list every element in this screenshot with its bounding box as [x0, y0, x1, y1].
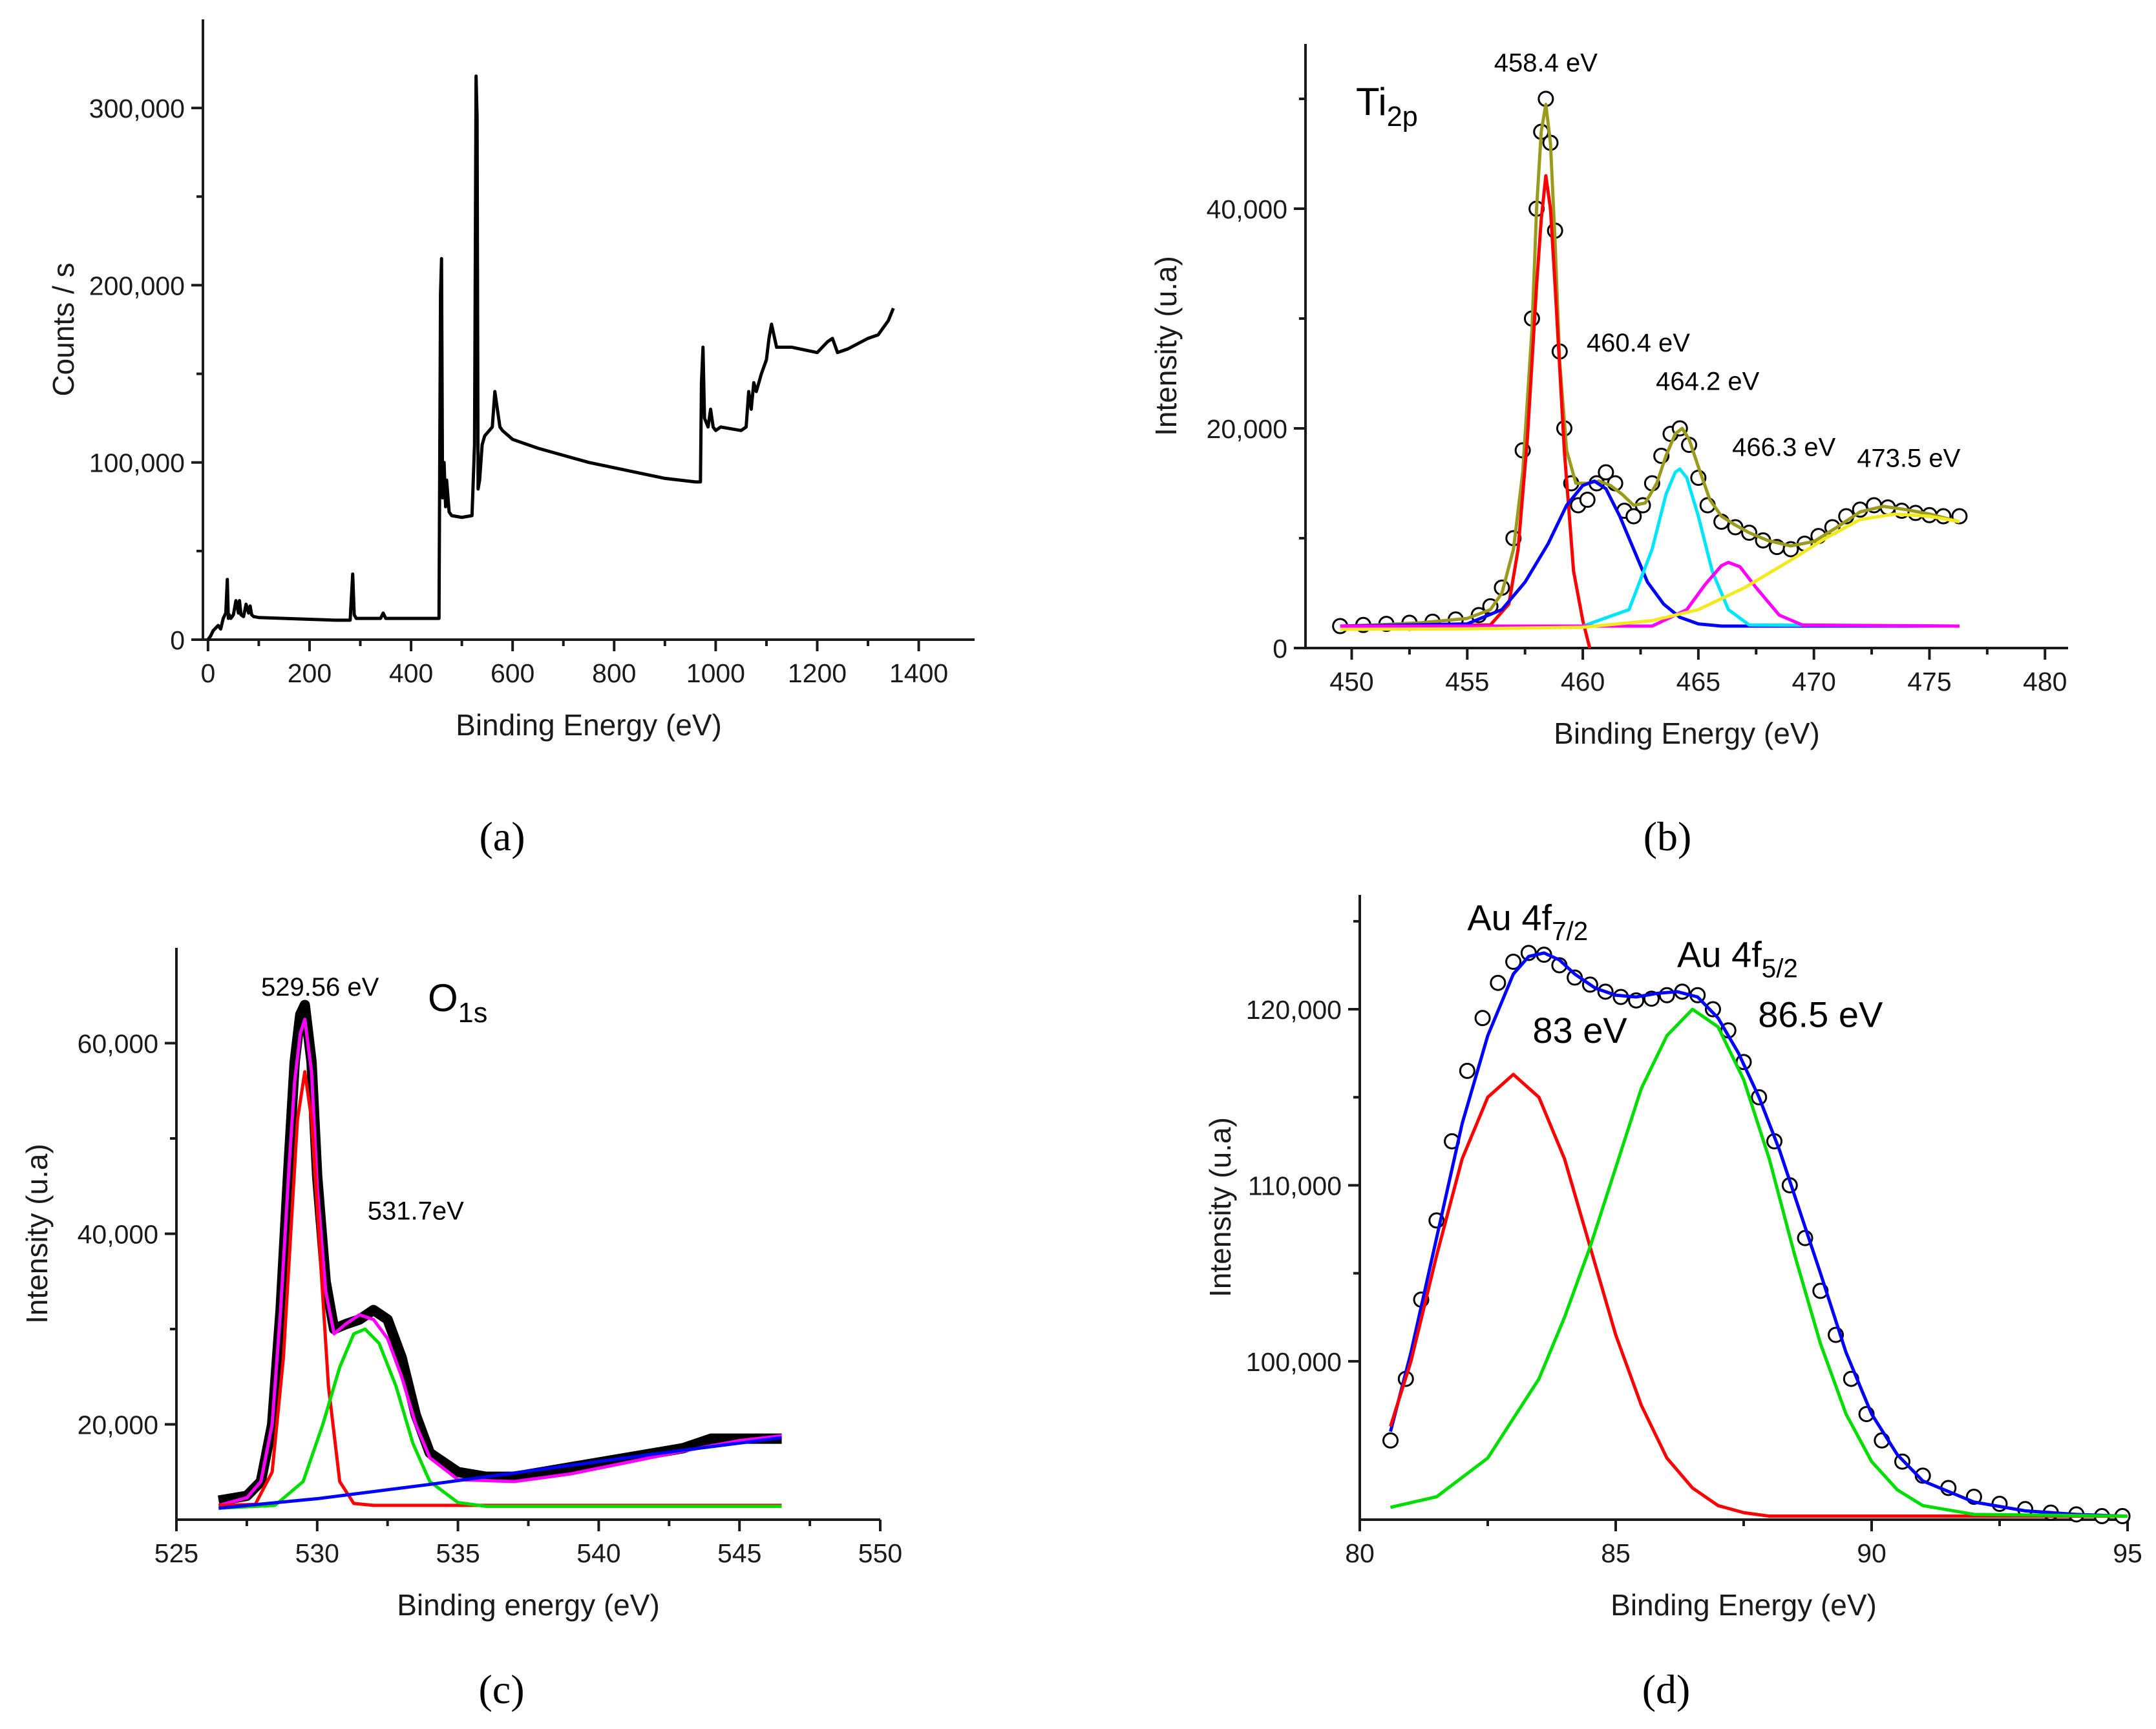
- y-axis-label: Intensity (u.a): [1203, 1117, 1237, 1297]
- spectrum-title-subscript: 2p: [1387, 101, 1418, 132]
- y-tick-label: 40,000: [1207, 194, 1287, 224]
- x-tick-label: 450: [1329, 667, 1373, 697]
- x-axis-label: Binding Energy (eV): [1611, 1588, 1877, 1622]
- y-axis-label: Counts / s: [47, 262, 80, 396]
- x-tick-label: 525: [154, 1538, 198, 1568]
- x-axis-label: Binding Energy (eV): [1554, 717, 1820, 750]
- peak-annotation: 86.5 eV: [1758, 994, 1883, 1034]
- peak-title: Au 4f7/2: [1467, 897, 1588, 946]
- x-tick-label: 1200: [788, 658, 847, 688]
- y-tick-label: 40,000: [78, 1220, 158, 1250]
- y-axis-label: Intensity (u.a): [20, 1144, 54, 1324]
- y-tick-label: 300,000: [89, 94, 185, 123]
- x-tick-label: 535: [436, 1538, 480, 1568]
- x-tick-label: 80: [1345, 1538, 1375, 1568]
- x-tick-label: 1000: [686, 658, 745, 688]
- data-point-experimental: [1459, 1062, 1475, 1079]
- series-peak-464.2-line: [1340, 467, 1960, 628]
- data-point-experimental: [1382, 1432, 1399, 1449]
- survey-spectrum-panel: 0 200 400 600 800 1000 1200 1400 0 100,000 200,000…: [47, 19, 975, 859]
- series-envelope-line: [1340, 103, 1960, 628]
- data-point-experimental: [1474, 1010, 1491, 1027]
- y-tick-label: 20,000: [78, 1410, 158, 1440]
- y-tick-label: 110,000: [1248, 1171, 1342, 1200]
- x-tick-label: 90: [1857, 1538, 1886, 1568]
- peak-title-main: Au 4f: [1677, 934, 1762, 975]
- spectrum-title: O1s: [428, 976, 487, 1029]
- spectrum-title-subscript: 1s: [458, 998, 488, 1029]
- data-point-experimental: [1490, 974, 1506, 991]
- x-tick-label: 530: [295, 1538, 339, 1568]
- x-tick-label: 480: [2023, 667, 2067, 697]
- x-axis-label: Binding energy (eV): [397, 1588, 660, 1622]
- x-tick-label: 465: [1676, 667, 1720, 697]
- peak-annotation: 473.5 eV: [1857, 445, 1960, 473]
- series-background-line: [218, 1436, 782, 1510]
- series-peak-86.5-line: [1390, 1007, 2128, 1518]
- x-tick-label: 400: [389, 658, 433, 688]
- au4f-spectrum-panel: 80 85 90 95 100,000 110,000 120,000 Binding Ene…: [1203, 895, 2142, 1712]
- x-tick-label: 550: [858, 1538, 902, 1568]
- x-tick-label: 455: [1445, 667, 1489, 697]
- y-tick-label: 20,000: [1207, 414, 1287, 444]
- y-tick-label: 100,000: [89, 448, 185, 478]
- peak-title-subscript: 7/2: [1552, 916, 1588, 946]
- peak-annotation: 458.4 eV: [1494, 49, 1598, 78]
- x-tick-label: 0: [200, 658, 215, 688]
- peak-annotation: 466.3 eV: [1732, 434, 1835, 462]
- data-point-experimental: [1505, 954, 1522, 970]
- x-tick-label: 95: [2113, 1538, 2142, 1568]
- panel-label: (a): [479, 813, 525, 859]
- data-point-experimental: [1704, 1001, 1721, 1018]
- x-tick-label: 460: [1561, 667, 1605, 697]
- series-envelope-line: [1389, 951, 2123, 1518]
- x-tick-label: 470: [1791, 667, 1835, 697]
- x-tick-label: 545: [717, 1538, 761, 1568]
- data-point-experimental: [1658, 987, 1675, 1003]
- y-tick-label: 0: [170, 625, 185, 655]
- series-peak-529.56-line: [218, 1070, 782, 1507]
- y-axis-label: Intensity (u.a): [1149, 256, 1183, 436]
- peak-title: Au 4f5/2: [1677, 934, 1798, 983]
- x-tick-label: 200: [288, 658, 332, 688]
- y-tick-label: 60,000: [78, 1029, 158, 1059]
- peak-annotation: 529.56 eV: [261, 973, 379, 1001]
- x-axis-label: Binding Energy (eV): [456, 708, 722, 742]
- series-peak-473.5-line: [1340, 512, 1960, 631]
- series-envelope-line: [218, 1018, 782, 1507]
- y-tick-label: 200,000: [89, 271, 185, 300]
- o1s-spectrum-panel: 525 530 535 540 545 550 20,000 40,000 60,000 Bind…: [20, 948, 902, 1712]
- x-tick-label: 540: [576, 1538, 620, 1568]
- panel-label: (b): [1643, 813, 1692, 859]
- series-peak-460.4-line: [1340, 479, 1960, 628]
- ti2p-spectrum-panel: 450 455 460 465 470 475 480 0 20,000 40,000 Bindin…: [1149, 44, 2068, 859]
- spectrum-title-main: O: [428, 976, 458, 1020]
- peak-annotation: 460.4 eV: [1587, 329, 1690, 357]
- y-tick-label: 100,000: [1246, 1347, 1342, 1377]
- panel-label: (d): [1642, 1666, 1691, 1712]
- series-peak-531.7-line: [218, 1327, 782, 1510]
- data-point-experimental: [1598, 464, 1614, 481]
- y-tick-label: 120,000: [1246, 995, 1342, 1025]
- series-peak-83-line: [1389, 1073, 2128, 1518]
- x-tick-label: 1400: [889, 658, 948, 688]
- peak-annotation: 531.7eV: [368, 1197, 464, 1225]
- peak-title-main: Au 4f: [1467, 897, 1552, 938]
- spectrum-title: Ti2p: [1356, 80, 1418, 132]
- spectrum-title-main: Ti: [1356, 80, 1387, 123]
- series-peak-458.4-line: [1340, 174, 1592, 649]
- x-tick-label: 475: [1907, 667, 1951, 697]
- x-tick-label: 600: [491, 658, 534, 688]
- data-point-experimental: [1579, 492, 1596, 508]
- data-point-experimental: [1625, 508, 1642, 525]
- x-tick-label: 800: [592, 658, 636, 688]
- y-tick-label: 0: [1273, 634, 1287, 664]
- series-survey-line: [206, 74, 895, 641]
- x-tick-label: 85: [1601, 1538, 1631, 1568]
- peak-annotation: 464.2 eV: [1656, 368, 1759, 396]
- panel-label: (c): [478, 1666, 524, 1712]
- peak-annotation: 83 eV: [1532, 1010, 1627, 1051]
- peak-title-subscript: 5/2: [1762, 953, 1798, 983]
